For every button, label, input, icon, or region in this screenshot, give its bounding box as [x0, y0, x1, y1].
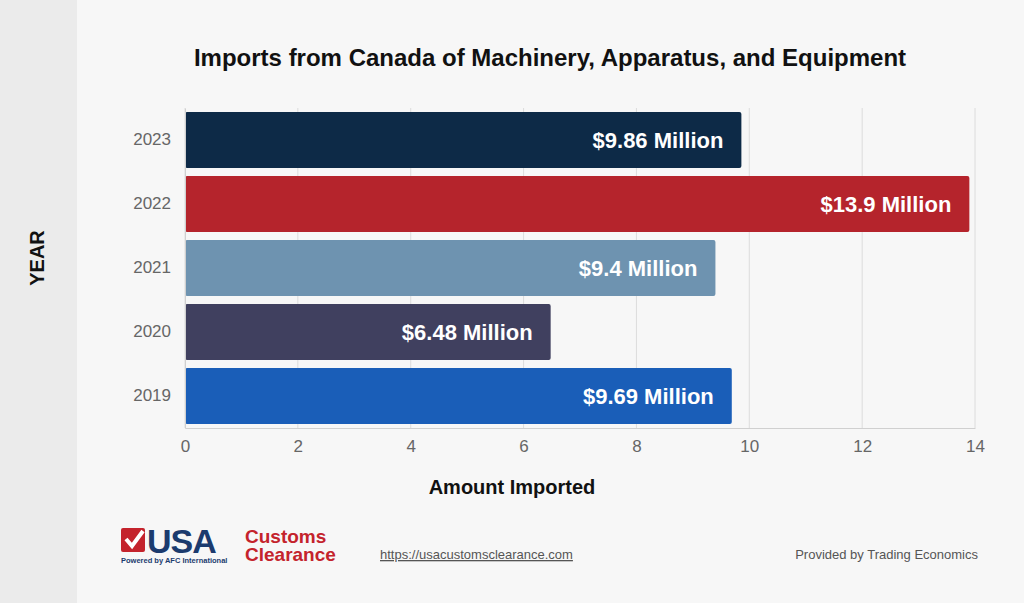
x-tick: 12 [853, 428, 872, 456]
x-axis-line [186, 428, 976, 429]
x-tick-label: 4 [406, 437, 415, 456]
y-tick: 2019 [133, 386, 185, 405]
grid-line [749, 108, 750, 428]
footer: USACustomsClearancePowered by AFC Intern… [121, 522, 979, 565]
bar [185, 304, 551, 360]
y-tick-label: 2022 [133, 194, 171, 213]
x-axis: 0 2 4 6 8 10 12 14 [181, 428, 985, 456]
x-tick-label: 6 [519, 437, 528, 456]
bar [185, 176, 969, 232]
grid-line [862, 108, 863, 428]
grid-line [185, 108, 186, 428]
y-tick: 2021 [133, 258, 185, 277]
data-label: $13.9 Million [821, 192, 952, 217]
data-label: $9.69 Million [583, 384, 714, 409]
y-axis-title: YEAR [26, 230, 48, 286]
chart: Imports from Canada of Machinery, Appara… [0, 0, 1024, 603]
data-label: $9.86 Million [593, 128, 724, 153]
grid-line [975, 108, 976, 428]
source-url: https://usacustomsclearance.com [380, 547, 573, 562]
bar [185, 112, 741, 168]
x-tick: 8 [632, 428, 641, 456]
logo-powered: Powered by AFC International [121, 556, 227, 565]
x-tick-label: 0 [181, 437, 190, 456]
x-tick: 2 [294, 428, 303, 456]
logo-check [126, 531, 143, 546]
grid [185, 108, 975, 428]
side-strip [0, 0, 77, 603]
bar [185, 240, 715, 296]
y-tick: 2022 [133, 194, 185, 213]
y-axis: 2023 2022 2021 2020 2019 [133, 109, 185, 429]
bar [185, 368, 732, 424]
logo-box [121, 528, 145, 552]
data-label: $6.48 Million [402, 320, 533, 345]
y-tick-label: 2019 [133, 386, 171, 405]
x-tick-label: 2 [294, 437, 303, 456]
data-label: $9.4 Million [579, 256, 698, 281]
y-tick-label: 2023 [133, 130, 171, 149]
x-tick: 14 [966, 428, 985, 456]
y-tick-label: 2021 [133, 258, 171, 277]
x-tick: 0 [181, 428, 190, 456]
x-tick-label: 8 [632, 437, 641, 456]
x-tick-label: 10 [740, 437, 759, 456]
x-tick-label: 14 [966, 437, 985, 456]
x-axis-title: Amount Imported [429, 476, 596, 498]
x-tick: 10 [740, 428, 759, 456]
background [0, 0, 1024, 603]
logo-usa: USA [147, 522, 216, 560]
x-tick-label: 12 [853, 437, 872, 456]
bars [185, 112, 969, 424]
logo-clearance: Clearance [245, 544, 336, 565]
title: Imports from Canada of Machinery, Appara… [194, 44, 906, 71]
y-axis-line [185, 109, 186, 429]
provider: Provided by Trading Economics [795, 547, 978, 562]
data-labels: $9.86 Million $13.9 Million $9.4 Million $6… [402, 128, 952, 409]
logo: USACustomsClearancePowered by AFC Intern… [121, 522, 336, 565]
y-tick: 2020 [133, 322, 185, 341]
x-tick: 4 [406, 428, 415, 456]
y-tick-label: 2020 [133, 322, 171, 341]
y-tick: 2023 [133, 130, 185, 149]
x-tick: 6 [519, 428, 528, 456]
